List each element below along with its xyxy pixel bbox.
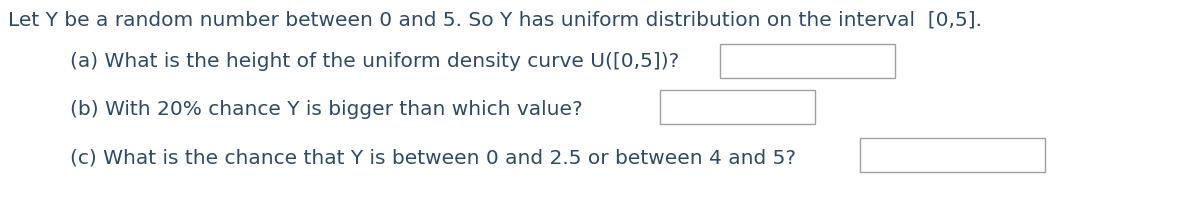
Text: (b) With 20% chance Y is bigger than which value?: (b) With 20% chance Y is bigger than whi…	[70, 100, 583, 119]
Bar	[660, 90, 815, 124]
Text: (a) What is the height of the uniform density curve U([0,5])?: (a) What is the height of the uniform de…	[70, 52, 679, 71]
Bar	[860, 138, 1045, 172]
Text: (c) What is the chance that Y is between 0 and 2.5 or between 4 and 5?: (c) What is the chance that Y is between…	[70, 148, 796, 167]
Bar	[720, 44, 895, 78]
Text: Let Y be a random number between 0 and 5. So Y has uniform distribution on the i: Let Y be a random number between 0 and 5…	[8, 10, 982, 29]
